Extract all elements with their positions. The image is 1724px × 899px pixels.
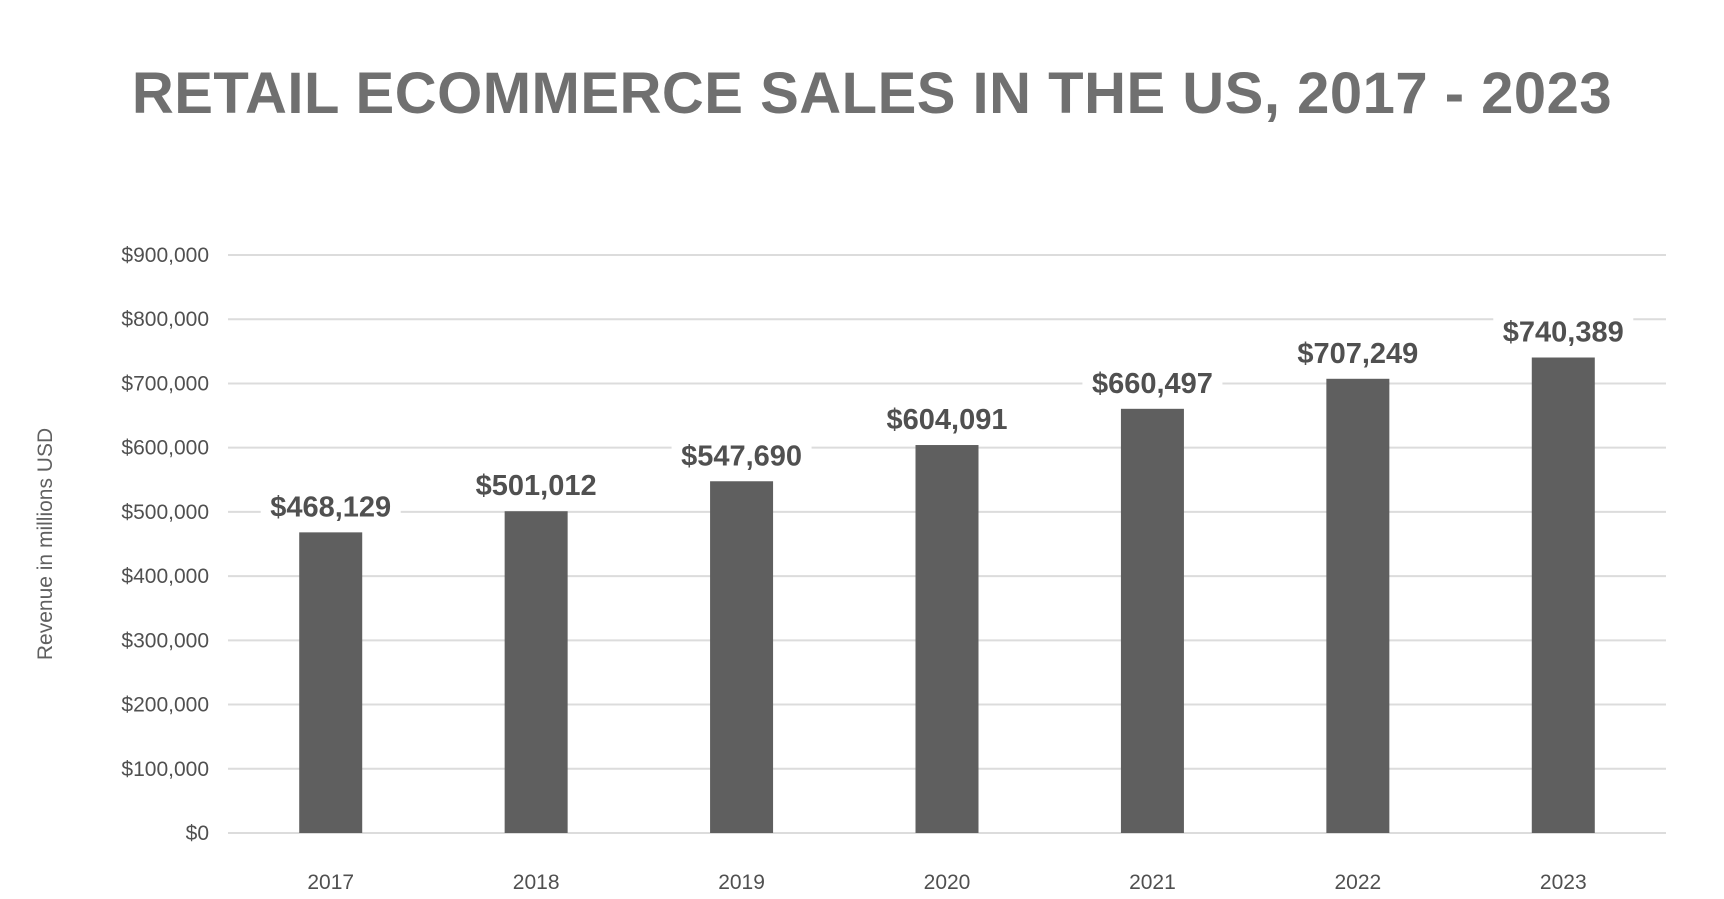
data-label-2017: $468,129: [270, 491, 391, 523]
y-tick-label: $600,000: [121, 437, 209, 460]
y-tick-label: $300,000: [121, 629, 209, 652]
y-tick-label: $400,000: [121, 565, 209, 588]
data-label-background: [1493, 311, 1634, 350]
x-tick-label: 2018: [513, 871, 560, 894]
y-tick-label: $900,000: [121, 244, 209, 267]
data-label-2022: $707,249: [1297, 338, 1418, 370]
bar-2023: [1531, 357, 1595, 833]
x-tick-label: 2017: [307, 871, 354, 894]
data-labels: $468,129 $501,012 $547,690 $604,091 $660,497…: [260, 311, 1634, 525]
bar-2020: [915, 445, 979, 833]
data-label-background: [260, 486, 401, 525]
data-label-2021: $660,497: [1092, 368, 1213, 400]
data-label-2020: $604,091: [887, 404, 1008, 436]
x-tick-label: 2021: [1129, 871, 1176, 894]
chart-title: RETAIL ECOMMERCE SALES IN THE US, 2017 -…: [131, 61, 1613, 126]
data-label-background: [466, 465, 607, 504]
y-axis-ticks: $0 $100,000 $200,000 $300,000 $400,000 $500,0…: [121, 244, 209, 845]
data-label-background: [1287, 332, 1428, 371]
bar-2018: [504, 511, 568, 833]
y-tick-label: $800,000: [121, 308, 209, 331]
bars: [299, 357, 1595, 833]
x-axis-ticks: 2017 2018 2019 2020 2021 2022 2023: [307, 871, 1586, 894]
bar-2022: [1326, 378, 1390, 833]
x-tick-label: 2023: [1540, 871, 1587, 894]
bar-2021: [1120, 408, 1184, 833]
bar-2017: [299, 532, 363, 833]
y-tick-label: $500,000: [121, 501, 209, 524]
data-label-2019: $547,690: [681, 440, 802, 472]
y-tick-label: $0: [186, 822, 209, 845]
x-tick-label: 2020: [924, 871, 971, 894]
data-label-2018: $501,012: [476, 470, 597, 502]
data-label-background: [671, 435, 812, 474]
data-label-background: [877, 399, 1017, 438]
bar-2019: [710, 481, 774, 833]
y-tick-label: $200,000: [121, 694, 209, 717]
y-tick-label: $100,000: [121, 758, 209, 781]
x-tick-label: 2019: [718, 871, 765, 894]
y-axis-title: Revenue in millions USD: [34, 428, 57, 660]
data-label-background: [1082, 362, 1223, 401]
data-label-2023: $740,389: [1503, 317, 1624, 349]
y-tick-label: $700,000: [121, 372, 209, 395]
x-tick-label: 2022: [1334, 871, 1381, 894]
